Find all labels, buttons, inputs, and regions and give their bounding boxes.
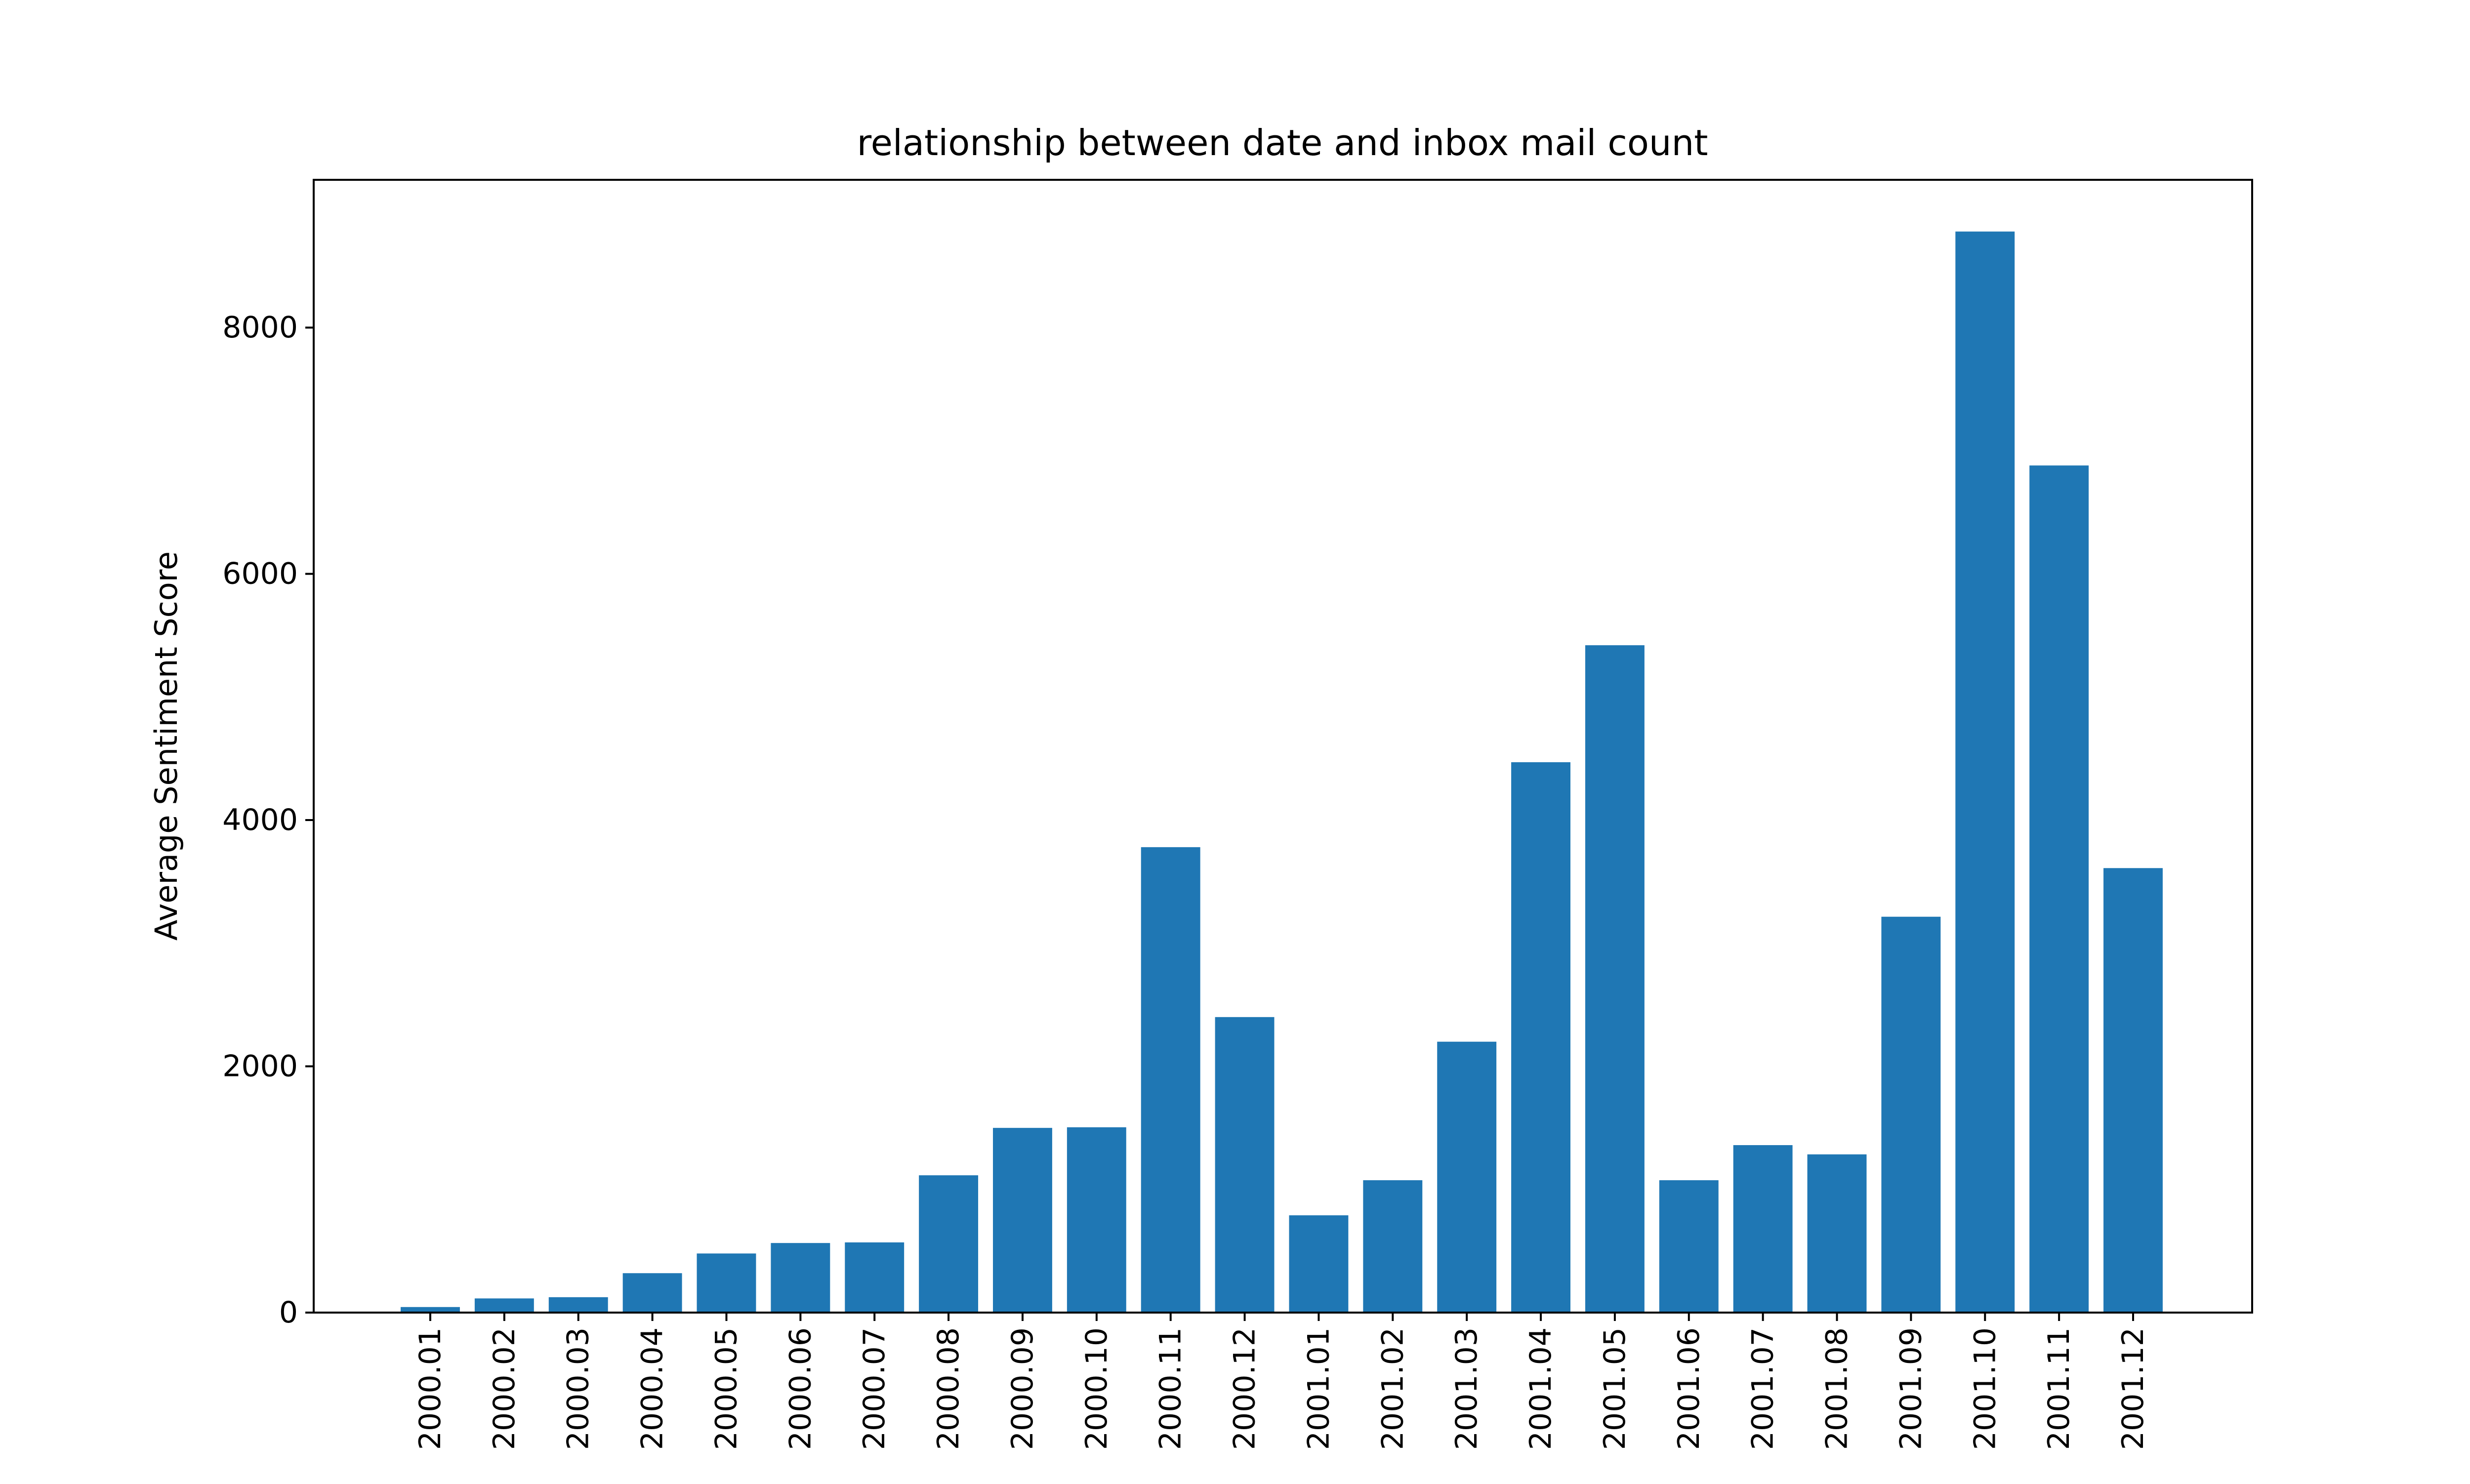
bar-2001.08 <box>1807 1154 1867 1313</box>
x-tick-label: 2001.03 <box>1449 1327 1484 1450</box>
y-axis: 0 2000 4000 6000 8000 <box>222 310 314 1330</box>
x-tick-label: 2001.02 <box>1375 1327 1410 1450</box>
y-axis-label: Average Sentiment Score <box>148 551 184 941</box>
bar-2001.02 <box>1363 1180 1423 1313</box>
bar-2000.02 <box>474 1298 534 1313</box>
bar-2001.12 <box>2103 868 2163 1313</box>
bar-2000.03 <box>548 1297 608 1313</box>
bar-2001.09 <box>1881 916 1941 1313</box>
x-tick-label: 2001.08 <box>1820 1327 1854 1450</box>
bar-2000.04 <box>622 1273 682 1313</box>
bar-2001.06 <box>1659 1180 1719 1313</box>
x-tick-label: 2000.08 <box>931 1327 966 1450</box>
x-axis: 2000.01 2000.02 2000.03 2000.04 2000.05 2000.… <box>413 1313 2150 1450</box>
x-tick-label: 2001.11 <box>2042 1327 2076 1450</box>
plot-frame <box>313 179 2253 1314</box>
bar-2000.05 <box>697 1253 756 1313</box>
y-tick-label: 4000 <box>222 803 298 837</box>
x-tick-label: 2001.07 <box>1746 1327 1780 1450</box>
x-tick-label: 2000.07 <box>857 1327 892 1450</box>
bar-2001.01 <box>1289 1215 1349 1313</box>
bar-2001.05 <box>1585 645 1645 1313</box>
x-tick-label: 2000.03 <box>561 1327 596 1450</box>
y-tick-label: 0 <box>279 1295 298 1330</box>
x-tick-label: 2000.10 <box>1079 1327 1114 1450</box>
bar-2000.08 <box>919 1175 979 1313</box>
bars-group <box>401 231 2163 1313</box>
chart-title: relationship between date and inbox mail… <box>857 122 1708 164</box>
x-tick-label: 2000.02 <box>487 1327 522 1450</box>
bar-2001.11 <box>2029 465 2089 1313</box>
x-tick-label: 2000.05 <box>709 1327 743 1450</box>
x-tick-label: 2000.06 <box>783 1327 818 1450</box>
x-tick-label: 2000.09 <box>1005 1327 1040 1450</box>
x-tick-label: 2001.05 <box>1598 1327 1632 1450</box>
y-tick-label: 2000 <box>222 1049 298 1084</box>
bar-2000.11 <box>1141 847 1200 1313</box>
x-tick-label: 2000.01 <box>413 1327 448 1450</box>
y-tick-label: 6000 <box>222 557 298 591</box>
x-tick-label: 2001.12 <box>2116 1327 2150 1450</box>
bar-2001.07 <box>1733 1145 1793 1313</box>
x-tick-label: 2001.10 <box>1968 1327 2002 1450</box>
x-tick-label: 2000.12 <box>1228 1327 1262 1450</box>
bar-2001.10 <box>1955 231 2015 1313</box>
bar-2000.07 <box>845 1242 905 1313</box>
x-tick-label: 2001.01 <box>1301 1327 1336 1450</box>
x-tick-label: 2000.11 <box>1153 1327 1188 1450</box>
bar-2000.09 <box>993 1128 1052 1313</box>
x-tick-label: 2001.04 <box>1523 1327 1558 1450</box>
bar-2000.01 <box>401 1307 460 1313</box>
bar-2001.04 <box>1511 762 1570 1313</box>
bar-2000.10 <box>1067 1127 1126 1313</box>
bar-2000.12 <box>1215 1017 1275 1313</box>
x-tick-label: 2001.06 <box>1672 1327 1706 1450</box>
bar-2000.06 <box>771 1243 830 1313</box>
x-tick-label: 2001.09 <box>1894 1327 1928 1450</box>
x-tick-label: 2000.04 <box>635 1327 670 1450</box>
bar-2001.03 <box>1437 1041 1497 1313</box>
y-tick-label: 8000 <box>222 310 298 345</box>
